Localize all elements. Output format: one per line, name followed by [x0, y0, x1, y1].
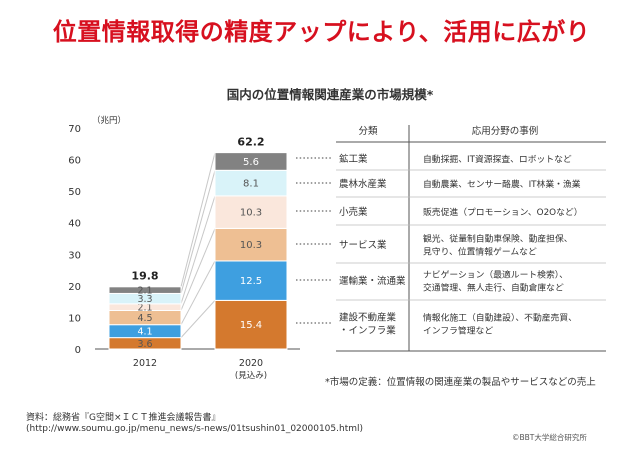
data-label: 10.3 — [240, 240, 262, 251]
table-sector-label: 運輸業・流通業 — [339, 275, 406, 287]
connector-line — [180, 195, 216, 305]
bar-segment — [214, 260, 288, 301]
bar-segment — [214, 169, 288, 197]
copyright: ©BBT大学総合研究所 — [512, 433, 587, 442]
chart-title: 国内の位置情報関連産業の市場規模* — [226, 87, 434, 102]
table-sector-label: ・インフラ業 — [339, 325, 396, 337]
headline: 位置情報取得の精度アップにより、活用に広がり — [52, 18, 591, 46]
source-line-1: 資料：総務省『G空間×ＩＣＴ推進会議報告書』 — [26, 413, 221, 423]
y-tick-label: 40 — [68, 219, 81, 230]
y-tick-label: 0 — [75, 345, 81, 356]
connector-line — [180, 300, 216, 338]
table-example-text: 見守り、位置情報ゲームなど — [423, 246, 537, 258]
table-example-text: 自動農業、センサー酪農、IT林業・漁業 — [423, 178, 581, 190]
source-line-2: (http://www.soumu.go.jp/menu_news/s-news… — [26, 424, 363, 434]
y-tick-label: 70 — [68, 124, 81, 135]
total-label: 62.2 — [237, 136, 264, 149]
table-example-text: 情報化施工（自動建設）、不動産売買、 — [423, 312, 577, 324]
table-example-text: 自動採掘、IT資源探査、ロボットなど — [423, 153, 572, 165]
y-tick-label: 50 — [68, 187, 81, 198]
data-label: 2.1 — [137, 286, 152, 297]
data-label: 3.6 — [137, 339, 152, 350]
x-tick-label: 2012 — [133, 358, 157, 369]
data-label: 10.3 — [240, 208, 262, 219]
connector-line — [180, 260, 216, 325]
table-sector-label: サービス業 — [339, 239, 387, 251]
bar-segment — [214, 195, 288, 229]
table-header-sector: 分類 — [358, 126, 378, 137]
connector-line — [180, 228, 216, 311]
connector-line — [180, 170, 216, 294]
table-sector-label: 小売業 — [339, 206, 368, 218]
table-sector-label: 鉱工業 — [339, 153, 368, 165]
data-label: 12.5 — [240, 276, 262, 287]
bar-segment — [214, 152, 288, 171]
y-tick-label: 60 — [68, 156, 81, 167]
data-label: 4.5 — [137, 313, 152, 324]
data-label: 2.1 — [137, 303, 152, 314]
bar-segment — [214, 299, 288, 350]
data-label: 8.1 — [243, 179, 259, 190]
data-label: 5.6 — [243, 157, 259, 168]
table-example-text: ナビゲーション（最適ルート検索）、 — [423, 269, 568, 281]
y-tick-label: 20 — [68, 282, 81, 293]
table-example-text: 観光、従量制自動車保険、動産担保、 — [423, 233, 573, 245]
table-header-examples: 応用分野の事例 — [472, 125, 539, 137]
y-axis-unit-label: （兆円） — [92, 115, 126, 126]
x-tick-sublabel: (見込み) — [235, 370, 267, 381]
connector-line — [180, 152, 216, 287]
data-label: 15.4 — [240, 320, 262, 331]
bar-segment — [108, 286, 182, 294]
table-sector-label: 建設不動産業 — [339, 312, 397, 324]
total-label: 19.8 — [131, 269, 158, 282]
data-label: 4.1 — [137, 327, 152, 338]
market-definition-note: *市場の定義：位置情報の関連産業の製品やサービスなどの売上 — [325, 377, 596, 388]
table-example-text: 交通管理、無人走行、自動倉庫など — [423, 282, 564, 294]
y-tick-label: 30 — [68, 250, 81, 261]
x-tick-label: 2020 — [239, 358, 263, 369]
table-example-text: インフラ管理など — [423, 325, 493, 337]
table-sector-label: 農林水産業 — [339, 178, 387, 190]
y-tick-label: 10 — [68, 313, 81, 324]
table-example-text: 販売促進（プロモーション、O2Oなど） — [423, 206, 583, 218]
data-label: 3.3 — [137, 294, 152, 305]
